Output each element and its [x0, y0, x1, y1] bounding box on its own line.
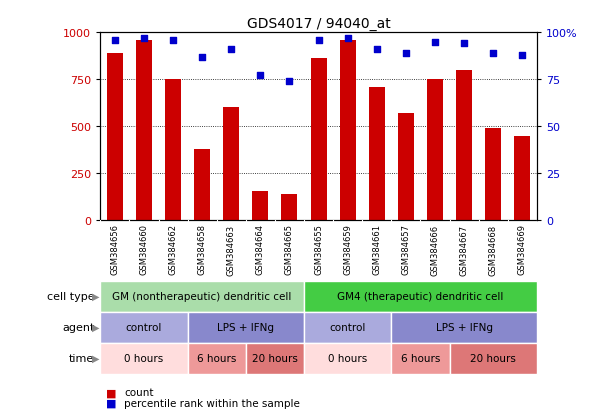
Bar: [304, 281, 537, 312]
Point: [285, 78, 294, 85]
Text: 20 hours: 20 hours: [252, 353, 298, 363]
Bar: [391, 343, 450, 374]
Bar: [304, 312, 391, 343]
Text: 6 hours: 6 hours: [197, 353, 237, 363]
Point: [372, 47, 382, 53]
Bar: [398, 114, 414, 221]
Bar: [391, 312, 537, 343]
Bar: [100, 343, 188, 374]
Text: ■: ■: [106, 387, 117, 397]
Point: [489, 50, 498, 57]
Text: GSM384660: GSM384660: [139, 224, 149, 275]
Point: [314, 37, 323, 44]
Text: GSM384668: GSM384668: [489, 224, 498, 275]
Point: [198, 54, 207, 61]
Text: GSM384661: GSM384661: [372, 224, 381, 275]
Text: cell type: cell type: [47, 291, 94, 301]
Point: [168, 37, 178, 44]
Bar: [427, 80, 443, 221]
Bar: [450, 343, 537, 374]
Text: 6 hours: 6 hours: [401, 353, 440, 363]
Point: [460, 41, 469, 47]
Text: GSM384664: GSM384664: [256, 224, 265, 275]
Text: 0 hours: 0 hours: [124, 353, 163, 363]
Bar: [107, 54, 123, 221]
Point: [110, 37, 120, 44]
Text: 20 hours: 20 hours: [470, 353, 516, 363]
Point: [343, 36, 352, 42]
Bar: [456, 71, 472, 221]
Point: [139, 36, 149, 42]
Bar: [485, 129, 502, 221]
Bar: [281, 195, 297, 221]
Point: [430, 39, 440, 46]
Bar: [369, 88, 385, 221]
Text: GSM384655: GSM384655: [314, 224, 323, 275]
Text: GSM384659: GSM384659: [343, 224, 352, 275]
Text: ▶: ▶: [91, 353, 99, 363]
Text: GSM384667: GSM384667: [460, 224, 468, 275]
Bar: [514, 136, 530, 221]
Text: LPS + IFNg: LPS + IFNg: [435, 322, 493, 332]
Text: GM (nontherapeutic) dendritic cell: GM (nontherapeutic) dendritic cell: [113, 291, 292, 301]
Text: control: control: [330, 322, 366, 332]
Text: time: time: [69, 353, 94, 363]
Text: GSM384665: GSM384665: [285, 224, 294, 275]
Text: GSM384658: GSM384658: [198, 224, 206, 275]
Point: [255, 73, 265, 80]
Text: agent: agent: [62, 322, 94, 332]
Bar: [246, 343, 304, 374]
Bar: [188, 312, 304, 343]
Bar: [165, 80, 181, 221]
Bar: [253, 192, 268, 221]
Point: [517, 52, 527, 59]
Text: ■: ■: [106, 398, 117, 408]
Bar: [100, 281, 304, 312]
Text: GSM384656: GSM384656: [110, 224, 119, 275]
Text: GSM384662: GSM384662: [169, 224, 178, 275]
Title: GDS4017 / 94040_at: GDS4017 / 94040_at: [247, 17, 391, 31]
Point: [401, 50, 411, 57]
Text: GM4 (therapeutic) dendritic cell: GM4 (therapeutic) dendritic cell: [337, 291, 504, 301]
Text: percentile rank within the sample: percentile rank within the sample: [124, 398, 300, 408]
Bar: [136, 40, 152, 221]
Text: ▶: ▶: [91, 291, 99, 301]
Bar: [223, 108, 240, 221]
Text: ▶: ▶: [91, 322, 99, 332]
Bar: [304, 343, 391, 374]
Text: GSM384663: GSM384663: [227, 224, 236, 275]
Text: LPS + IFNg: LPS + IFNg: [217, 322, 274, 332]
Text: GSM384669: GSM384669: [518, 224, 527, 275]
Bar: [100, 312, 188, 343]
Text: 0 hours: 0 hours: [328, 353, 368, 363]
Bar: [340, 40, 356, 221]
Text: count: count: [124, 387, 153, 397]
Bar: [310, 59, 327, 221]
Bar: [188, 343, 246, 374]
Point: [227, 47, 236, 53]
Text: GSM384666: GSM384666: [431, 224, 440, 275]
Text: control: control: [126, 322, 162, 332]
Text: GSM384657: GSM384657: [401, 224, 411, 275]
Bar: [194, 150, 210, 221]
